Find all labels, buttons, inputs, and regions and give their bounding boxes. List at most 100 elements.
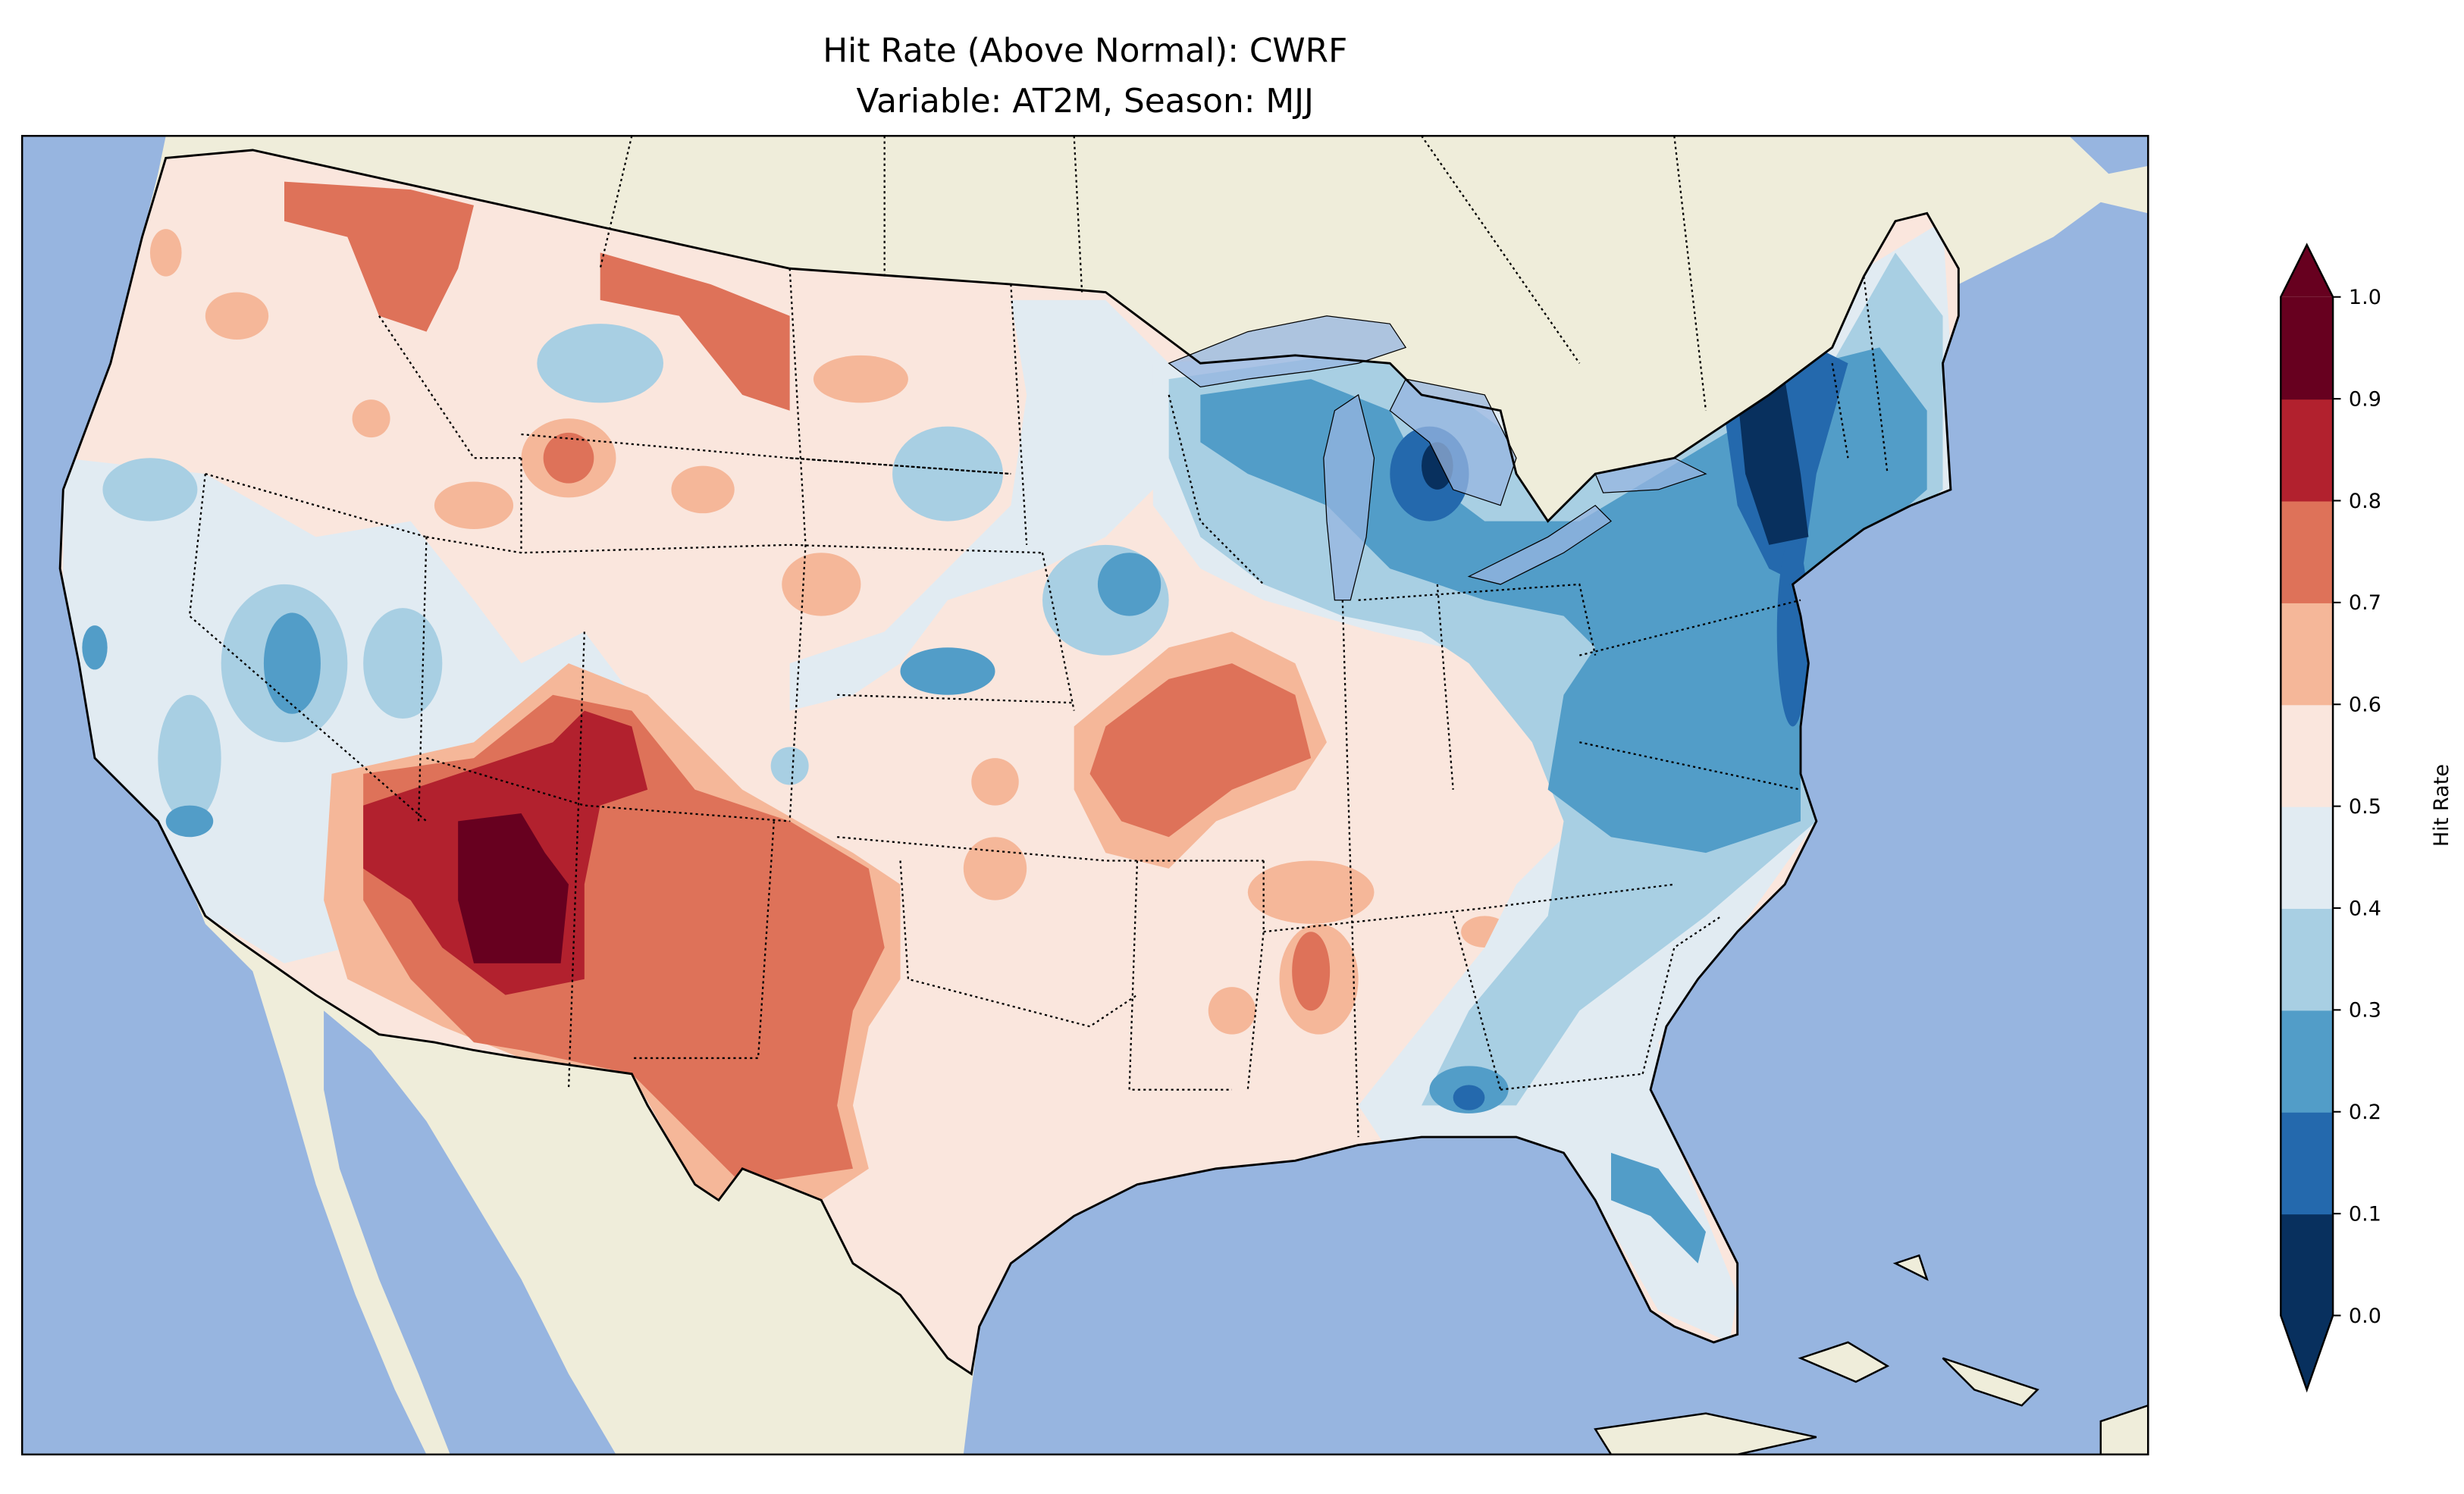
hit-rate-cell-group	[1247, 860, 1375, 924]
great-lakes	[1168, 315, 1707, 601]
colorbar-tick-label: 0.8	[2349, 490, 2381, 513]
state-border	[378, 315, 522, 459]
hit-rate-cell-group	[900, 647, 995, 695]
hit-rate-cell-group	[971, 758, 1019, 806]
state-border	[1452, 916, 1502, 1090]
colorbar-bin	[2281, 296, 2334, 400]
colorbar-extend-min	[2281, 1315, 2334, 1390]
colorbar-bin	[2281, 1010, 2334, 1113]
colorbar-label: Hit Rate	[2430, 764, 2453, 847]
colorbar-bin	[2281, 806, 2334, 910]
state-border	[1246, 860, 1265, 1090]
coastline	[58, 149, 1960, 1377]
state-border	[837, 836, 1264, 862]
hit-rate-cell-group	[205, 292, 269, 340]
state-border	[521, 433, 1011, 475]
state-border	[1436, 584, 1454, 790]
hit-rate-cell-group	[1737, 379, 1809, 545]
ocean-layer	[22, 136, 2149, 1455]
hit-rate-cell-group	[1097, 553, 1161, 616]
hit-rate-cell-group	[813, 355, 908, 403]
state-border	[1073, 136, 1083, 293]
state-border	[1641, 915, 1723, 1075]
hit-rate-cell-group	[1611, 1152, 1706, 1264]
island	[2099, 1404, 2149, 1455]
lake-huron	[1389, 378, 1517, 506]
colorbar-tick-label: 0.9	[2349, 388, 2381, 412]
state-borders	[188, 136, 1889, 1138]
hit-rate-cell-group	[263, 612, 321, 714]
hit-rate-cell-group	[537, 324, 663, 403]
hit-rate-cell-group	[543, 432, 594, 484]
hit-rate-cell-group	[458, 813, 569, 963]
state-border	[789, 543, 1043, 554]
state-border	[1263, 883, 1675, 933]
colorbar-bin	[2281, 704, 2334, 807]
state-border	[1579, 599, 1801, 656]
state-border	[1500, 1073, 1643, 1091]
state-border	[1010, 284, 1028, 545]
state-border	[1168, 394, 1265, 585]
lake-michigan	[1323, 393, 1375, 601]
hit-rate-cell-group	[770, 747, 809, 785]
hit-rate-cell-group	[284, 181, 474, 332]
state-border	[1673, 136, 1707, 411]
hit-rate-cell-group	[352, 399, 390, 438]
colorbar-tick-label: 1.0	[2349, 286, 2381, 309]
state-border	[837, 694, 1074, 704]
island	[1798, 1341, 1890, 1383]
hit-rate-cell-group	[963, 837, 1027, 900]
colorbar-tick-label: 0.0	[2349, 1305, 2381, 1328]
state-border	[599, 136, 633, 269]
hit-rate-cell-group	[789, 299, 1169, 711]
colorbar-tick-label: 0.1	[2349, 1203, 2381, 1226]
hit-rate-cell-group	[158, 694, 221, 822]
hit-rate-cell-group	[1453, 1085, 1485, 1110]
islands	[1594, 1254, 2149, 1455]
state-border	[1358, 583, 1597, 656]
state-border	[788, 268, 807, 545]
colorbar-tick-label: 0.2	[2349, 1101, 2381, 1124]
hit-rate-cell-group	[63, 458, 632, 963]
hit-rate-cell-group	[671, 465, 735, 514]
state-border	[567, 631, 585, 1090]
chart-subtitle: Variable: AT2M, Season: MJJ	[857, 82, 1314, 121]
colorbar-tick-label: 0.6	[2349, 694, 2381, 717]
island	[1942, 1357, 2039, 1407]
lake-superior	[1168, 315, 1407, 388]
colorbar-bin	[2281, 1111, 2334, 1215]
state-border	[632, 821, 775, 1060]
state-border	[789, 457, 1011, 475]
colorbar-tick-label: 0.5	[2349, 795, 2381, 819]
state-border	[788, 544, 807, 822]
hit-rate-cell-group	[1089, 663, 1312, 838]
hit-rate-cell-group	[165, 805, 214, 838]
hit-rate-cell-group	[434, 481, 514, 529]
hit-rate-cell-group	[102, 458, 198, 521]
island	[1892, 1254, 1929, 1282]
colorbar-bin	[2281, 1214, 2334, 1317]
hit-rate-cell-group	[600, 252, 790, 411]
gulf-of-st-lawrence	[2069, 136, 2149, 174]
colorbar-extend-max	[2281, 245, 2334, 297]
state-border	[1579, 741, 1801, 791]
colorbar-bin	[2281, 602, 2334, 706]
chart-title: Hit Rate (Above Normal): CWRF	[823, 31, 1347, 70]
colorbar-bin	[2281, 500, 2334, 603]
map-panel	[22, 136, 2149, 1455]
map-frame	[20, 135, 2149, 1456]
hit-rate-cell-group	[149, 229, 182, 277]
hit-rate-cell-group	[782, 553, 861, 616]
colorbar-bin	[2281, 908, 2334, 1011]
state-border	[1341, 600, 1359, 1138]
colorbar-tick-label: 0.4	[2349, 897, 2381, 920]
hit-rate-cell-group	[892, 426, 1003, 521]
colorbar-bin	[2281, 399, 2334, 502]
pacific-ocean	[22, 136, 427, 1455]
state-border	[1421, 136, 1581, 364]
hit-rate-cell-group	[1208, 987, 1256, 1035]
lake-erie	[1467, 504, 1612, 585]
hit-rate-cell-group	[1292, 932, 1331, 1011]
atlantic-and-gulf-of-mexico	[963, 202, 2149, 1455]
